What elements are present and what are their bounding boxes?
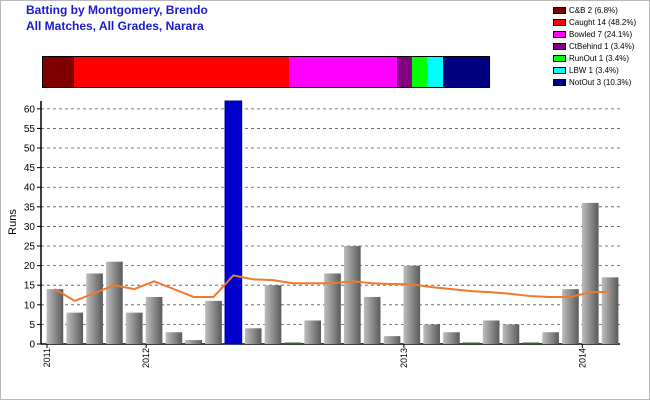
y-tick-label: 40 — [24, 183, 36, 194]
legend-item: RunOut 1 (3.4%) — [553, 53, 636, 64]
legend-item: Bowled 7 (24.1%) — [553, 29, 636, 40]
dismissal-legend: C&B 2 (6.8%) Caught 14 (48.2%) Bowled 7 (2… — [553, 5, 636, 89]
x-tick-label: 2014 — [577, 348, 587, 368]
legend-item: Caught 14 (48.2%) — [553, 17, 636, 28]
legend-label: RunOut 1 (3.4%) — [569, 54, 630, 63]
average-line — [54, 274, 611, 302]
bar — [324, 273, 341, 344]
chart-title: Batting by Montgomery, Brendo All Matche… — [26, 2, 208, 34]
y-tick-label: 5 — [29, 320, 35, 331]
y-tick-label: 15 — [24, 281, 36, 292]
legend-label: C&B 2 (6.8%) — [569, 6, 618, 15]
bar — [86, 273, 103, 344]
bar — [224, 100, 243, 345]
y-tick-label: 25 — [24, 242, 36, 253]
y-axis-label: Runs — [7, 209, 19, 235]
legend-item: C&B 2 (6.8%) — [553, 5, 636, 16]
legend-swatch — [553, 79, 566, 86]
distribution-segment — [427, 57, 443, 87]
bar — [542, 332, 559, 344]
legend-swatch — [553, 55, 566, 62]
x-tick-label: 2012 — [141, 348, 151, 368]
legend-item: CtBehind 1 (3.4%) — [553, 41, 636, 52]
y-tick-label: 60 — [24, 104, 36, 115]
y-tick-label: 50 — [24, 144, 36, 155]
dismissal-distribution-bar — [42, 56, 490, 88]
bar — [125, 312, 143, 344]
chart-title-line1: Batting by Montgomery, Brendo — [26, 3, 208, 17]
bar — [165, 332, 183, 344]
bar — [363, 296, 381, 344]
legend-label: LBW 1 (3.4%) — [569, 66, 619, 75]
legend-label: Caught 14 (48.2%) — [569, 18, 637, 27]
x-tick-label: 2011 — [42, 348, 52, 367]
y-tick-label: 35 — [24, 202, 36, 213]
legend-label: Bowled 7 (24.1%) — [569, 30, 633, 39]
x-tick-label: 2013 — [399, 348, 409, 368]
legend-swatch — [553, 7, 566, 14]
bar — [66, 312, 84, 344]
y-tick-label: 55 — [24, 124, 36, 135]
legend-swatch — [553, 67, 566, 74]
bar — [185, 340, 203, 344]
legend-label: CtBehind 1 (3.4%) — [569, 42, 635, 51]
bar — [383, 336, 401, 344]
y-tick-label: 10 — [24, 300, 36, 311]
bar — [46, 289, 64, 344]
bar — [562, 289, 579, 344]
y-tick-label: 30 — [24, 222, 36, 233]
distribution-segment — [73, 57, 290, 87]
bar — [482, 320, 500, 344]
distribution-segment — [43, 57, 74, 87]
bar — [264, 285, 282, 344]
distribution-segment — [396, 57, 413, 87]
legend-item: LBW 1 (3.4%) — [553, 65, 636, 76]
legend-swatch — [553, 43, 566, 50]
bar — [502, 324, 520, 344]
distribution-segment — [412, 57, 428, 87]
bar — [443, 332, 460, 344]
legend-item: NotOut 3 (10.3%) — [553, 77, 636, 88]
chart-title-line2: All Matches, All Grades, Narara — [26, 19, 204, 33]
bar — [244, 328, 262, 344]
bar — [304, 320, 321, 344]
bar — [423, 324, 440, 344]
legend-swatch — [553, 31, 566, 38]
bar — [344, 246, 361, 344]
legend-swatch — [553, 19, 566, 26]
bar — [601, 277, 619, 344]
bar — [403, 265, 421, 344]
bar — [106, 261, 123, 344]
y-tick-label: 0 — [29, 340, 35, 351]
bar — [284, 342, 302, 344]
y-tick-label: 20 — [24, 261, 36, 272]
bar — [205, 300, 222, 344]
y-tick-label: 45 — [24, 163, 36, 174]
bar — [581, 202, 599, 344]
bar — [145, 296, 163, 344]
bar — [462, 342, 480, 344]
bar — [522, 342, 540, 344]
legend-label: NotOut 3 (10.3%) — [569, 78, 632, 87]
distribution-segment — [442, 57, 489, 87]
distribution-segment — [289, 57, 397, 87]
